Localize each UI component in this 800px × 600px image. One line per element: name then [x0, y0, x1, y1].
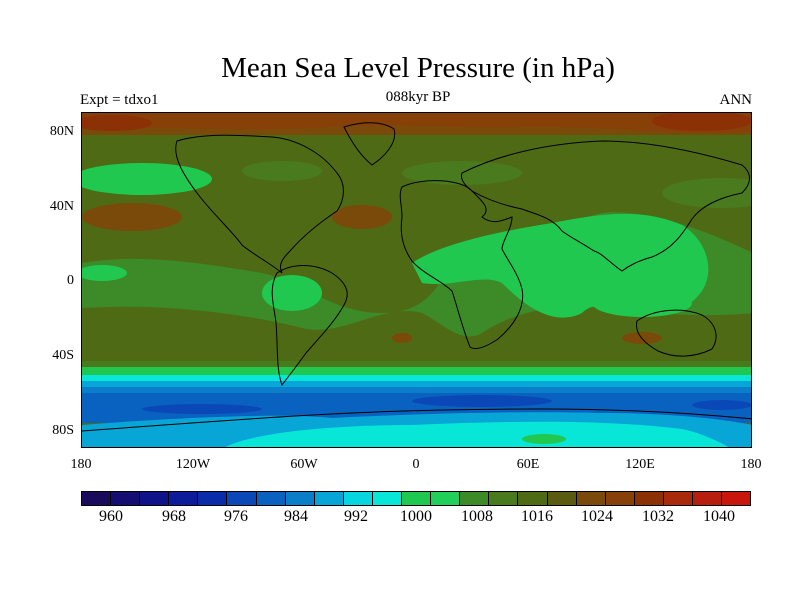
lat-label-40s: 40S	[52, 348, 74, 363]
pressure-field	[82, 113, 751, 447]
field-antarctic-green	[522, 434, 566, 444]
field-southatlantic-high	[392, 333, 412, 343]
colorbar-swatch-21	[692, 492, 723, 505]
colorbar-label-976: 976	[224, 508, 248, 525]
coast-australia	[635, 309, 717, 357]
lon-label-60e: 60E	[516, 457, 540, 472]
coast-north-america	[175, 134, 344, 274]
field-east-pacific-green	[82, 265, 127, 281]
field-band-984	[82, 387, 751, 395]
colorbar-label-1008: 1008	[461, 508, 493, 525]
lat-label-80s: 80S	[52, 423, 74, 438]
colorbar-swatch-9	[343, 492, 373, 505]
lat-label-40n: 40N	[49, 199, 74, 214]
colorbar-label-960: 960	[99, 508, 123, 525]
colorbar-swatch-20	[663, 492, 693, 505]
lon-label-120w: 120W	[175, 457, 211, 472]
colorbar-swatch-11	[402, 492, 432, 505]
map-title: Mean Sea Level Pressure (in hPa)	[221, 52, 615, 84]
field-pacific-high	[82, 203, 182, 231]
lon-label-60w: 60W	[290, 457, 318, 472]
coast-europe-africa	[399, 180, 524, 350]
colorbar-swatch-12	[431, 492, 461, 505]
colorbar-label-1016: 1016	[521, 508, 553, 525]
experiment-label: Expt = tdxo1	[80, 92, 159, 108]
colorbar-label-984: 984	[284, 508, 308, 525]
colorbar-swatch-19	[634, 492, 664, 505]
coast-asia	[461, 140, 750, 272]
lon-label-0: 0	[412, 457, 420, 472]
colorbar-swatch-5	[227, 492, 257, 505]
field-pacific-green	[662, 178, 751, 208]
lat-label-80n: 80N	[49, 124, 74, 139]
colorbar-swatch-7	[285, 492, 315, 505]
colorbar-label-1040: 1040	[703, 508, 735, 525]
field-aleutian-low	[82, 163, 212, 195]
colorbar-swatch-8	[314, 492, 344, 505]
colorbar-swatch-17	[576, 492, 606, 505]
lon-label-120e: 120E	[625, 457, 655, 472]
field-subpolar-green	[242, 161, 322, 181]
season-label: ANN	[719, 92, 753, 108]
coastlines	[82, 122, 751, 432]
pressure-map	[81, 112, 752, 448]
colorbar-swatch-14	[489, 492, 519, 505]
colorbar-swatch-18	[605, 492, 635, 505]
lon-label-180e: 180	[740, 457, 762, 472]
field-band-1000	[82, 375, 751, 383]
lat-label-0: 0	[67, 273, 74, 288]
field-deep-low-2	[412, 395, 552, 407]
field-atlantic-high	[332, 205, 392, 229]
colorbar-label-1024: 1024	[581, 508, 613, 525]
coast-antarctica	[82, 408, 751, 432]
colorbar-swatch-1	[111, 492, 141, 505]
colorbar-label-1032: 1032	[642, 508, 674, 525]
field-north-high-core	[82, 113, 751, 133]
field-arctic-high	[82, 115, 152, 131]
colorbar-label-992: 992	[344, 508, 368, 525]
colorbar-label-1000: 1000	[400, 508, 432, 525]
lon-label-180w: 180	[70, 457, 92, 472]
field-band-1008	[82, 367, 751, 377]
colorbar-swatch-2	[140, 492, 170, 505]
colorbar-swatch-16	[547, 492, 577, 505]
field-amazon-low	[262, 275, 322, 311]
colorbar-label-968: 968	[162, 508, 186, 525]
colorbar-swatch-22	[722, 492, 751, 505]
colorbar-swatch-4	[198, 492, 228, 505]
period-label: 088kyr BP	[385, 89, 451, 105]
colorbar-swatch-13	[460, 492, 490, 505]
field-maritime-low	[592, 289, 692, 317]
colorbar-swatch-3	[169, 492, 199, 505]
colorbar-swatch-15	[518, 492, 548, 505]
field-deep-low-1	[142, 404, 262, 414]
coast-south-america	[271, 265, 348, 387]
colorbar-swatch-6	[256, 492, 286, 505]
field-antarctic-high	[225, 421, 729, 447]
colorbar-swatch-0	[82, 492, 112, 505]
field-band-992	[82, 381, 751, 389]
field-siberia-high	[652, 113, 751, 131]
colorbar-swatch-10	[372, 492, 403, 505]
colorbar	[81, 491, 751, 506]
coast-greenland	[343, 122, 396, 166]
field-deep-low-3	[692, 400, 751, 410]
